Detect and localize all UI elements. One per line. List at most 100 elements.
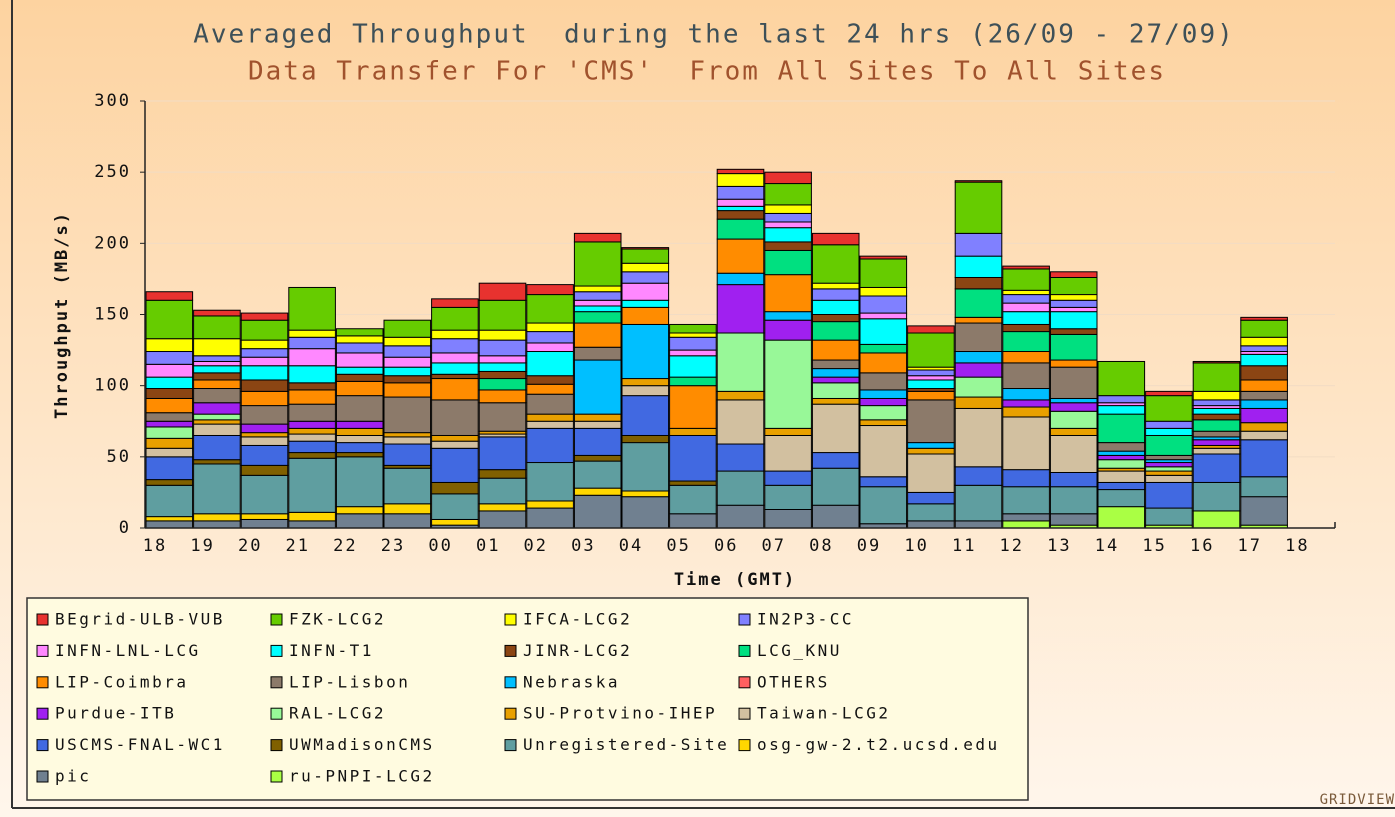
bar-segment <box>1240 399 1288 409</box>
bar-segment <box>526 427 574 464</box>
x-tick-label: 04 <box>619 536 643 556</box>
bar-segment <box>478 402 527 432</box>
bar-segment <box>193 309 241 317</box>
bar-segment <box>145 338 194 353</box>
bar-segment <box>1192 447 1241 455</box>
bar-segment <box>145 456 194 481</box>
y-tick-label: 50 <box>107 447 131 467</box>
legend-label: Unregistered-Site <box>523 735 729 754</box>
bar-segment <box>1145 481 1193 509</box>
legend-swatch <box>738 676 751 689</box>
bar-segment <box>954 484 1003 522</box>
bar-segment <box>526 383 574 395</box>
bar-segment <box>478 370 527 380</box>
bar-segment <box>1049 366 1098 399</box>
x-tick-label: 11 <box>952 536 976 556</box>
x-tick-label: 00 <box>428 536 452 556</box>
legend-label: INFN-LNL-LCG <box>55 641 201 660</box>
bar-segment <box>193 388 241 404</box>
bar-segment <box>859 397 908 407</box>
bar-segment <box>621 247 670 250</box>
bar-segment <box>811 288 860 301</box>
bar-segment <box>573 291 622 301</box>
legend-label: LCG_KNU <box>757 641 842 660</box>
bar-segment <box>383 382 432 398</box>
bar-segment <box>288 389 336 405</box>
bar-segment <box>859 476 908 488</box>
bar-segment <box>193 360 241 367</box>
bar-segment <box>1145 474 1193 483</box>
bar-segment <box>288 403 336 422</box>
bar-segment <box>621 282 670 301</box>
bar-segment <box>907 332 955 368</box>
legend-label: osg-gw-2.t2.ucsd.edu <box>757 735 1000 754</box>
legend-swatch <box>36 644 49 657</box>
bar-segment <box>621 490 670 498</box>
bar-segment <box>1002 289 1050 296</box>
bar-segment <box>431 493 479 520</box>
bar-segment <box>573 487 622 496</box>
bar-segment <box>621 385 670 397</box>
bar-segment <box>907 379 955 390</box>
bar-segment <box>621 434 670 444</box>
bar-segment <box>907 442 955 449</box>
bar-segment <box>1192 419 1241 432</box>
bar-segment <box>240 339 289 350</box>
bar-segment <box>573 427 622 456</box>
bar-segment <box>193 372 241 381</box>
bar-segment <box>145 420 194 428</box>
bar-segment <box>1240 319 1288 338</box>
bar-segment <box>478 329 527 341</box>
bar-segment <box>240 513 289 520</box>
bar-segment <box>1002 388 1050 401</box>
bar-segment <box>1192 362 1241 392</box>
bar-segment <box>1240 430 1288 441</box>
bar-segment <box>621 395 670 436</box>
bar-segment <box>1145 466 1193 472</box>
bar-segment <box>573 322 622 348</box>
bar-segment <box>240 348 289 358</box>
bar-segment <box>145 376 194 390</box>
bar-segment <box>811 314 860 323</box>
bar-segment <box>1049 397 1098 404</box>
bar-segment <box>669 513 717 529</box>
bar-segment <box>764 274 812 313</box>
bar-segment <box>1240 365 1288 381</box>
bar-segment <box>1049 333 1098 361</box>
bar-segment <box>573 494 622 529</box>
bar-segment <box>526 500 574 509</box>
bar-segment <box>1240 345 1288 353</box>
bar-segment <box>907 453 955 493</box>
bar-segment <box>1240 476 1288 498</box>
legend-swatch <box>504 613 517 626</box>
bar-segment <box>764 221 812 229</box>
bar-segment <box>716 198 765 207</box>
legend-label: SU-Protvino-IHEP <box>523 704 717 723</box>
y-tick-label: 150 <box>94 305 131 325</box>
bar-segment <box>1049 311 1098 330</box>
legend-swatch <box>504 707 517 720</box>
bar-segment <box>573 299 622 307</box>
bar-segment <box>669 332 717 338</box>
bar-segment <box>669 484 717 515</box>
bar-segment <box>1192 481 1241 512</box>
bar-segment <box>1192 453 1241 483</box>
bar-segment <box>859 343 908 354</box>
x-tick-label: 13 <box>1047 536 1071 556</box>
x-tick-label: 02 <box>524 536 548 556</box>
bar-segment <box>193 315 241 340</box>
legend-swatch <box>270 676 283 689</box>
bar-segment <box>1192 430 1241 438</box>
bar-segment <box>716 205 765 212</box>
bar-segment <box>1002 351 1050 364</box>
bar-segment <box>907 399 955 444</box>
bar-segment <box>811 232 860 246</box>
bar-segment <box>716 284 765 334</box>
y-axis-title: Throughput (MB/s) <box>52 211 72 419</box>
x-tick-label: 14 <box>1095 536 1119 556</box>
bar-segment <box>383 336 432 347</box>
bar-segment <box>764 249 812 276</box>
bar-segment <box>335 335 384 344</box>
bar-segment <box>288 382 336 391</box>
bar-segment <box>573 420 622 429</box>
